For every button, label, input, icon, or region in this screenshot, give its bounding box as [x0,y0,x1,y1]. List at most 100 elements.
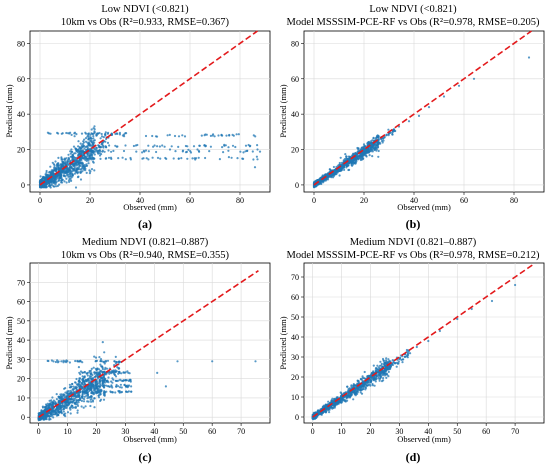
data-point [70,133,73,136]
data-point [258,150,262,153]
data-point [82,144,85,147]
data-point [45,169,48,173]
data-point [67,402,70,405]
data-point [86,152,89,155]
data-point [472,77,476,80]
data-point [54,160,57,163]
data-point [68,169,72,172]
data-point [221,146,224,149]
data-point [110,132,113,135]
data-point [110,384,113,387]
data-point [347,161,350,164]
data-point [127,390,130,393]
panel-caption: (b) [406,217,421,231]
data-point [49,186,52,189]
data-point [417,114,421,117]
data-point [49,165,52,168]
data-point [54,170,58,173]
data-point [123,371,126,374]
data-point [427,339,430,343]
panel-d: Medium NDVI (0.821–0.887) Model MSSSIM-P… [278,237,545,464]
points-layer [311,283,517,421]
data-point [101,341,104,344]
data-point [80,132,84,135]
data-point [381,141,384,144]
data-point [98,371,101,374]
data-point [63,170,66,173]
data-point [92,366,95,369]
data-point [72,145,76,148]
data-point [93,355,96,358]
data-point [427,106,431,109]
data-point [246,149,249,152]
data-point [155,150,158,154]
data-point [94,356,98,359]
data-point [55,408,58,411]
data-point [113,360,116,363]
panel-title-line1: Medium NDVI (0.821–0.887) [82,237,209,248]
data-point [82,140,85,143]
data-point [352,159,355,162]
data-point [86,388,89,391]
data-point [79,178,83,181]
data-point [45,181,48,184]
data-point [92,384,95,387]
data-point [237,133,240,136]
x-tick-label: 0 [38,196,42,205]
data-point [213,135,216,138]
data-point [514,283,517,287]
data-point [211,360,214,363]
data-point [90,400,93,403]
data-point [106,141,110,144]
data-point [335,165,338,168]
data-point [93,153,96,156]
data-point [81,397,84,400]
data-point [54,413,57,416]
data-point [77,154,80,157]
data-point [60,177,63,180]
data-point [57,179,61,182]
data-point [62,407,65,411]
data-point [352,152,355,155]
data-point [209,145,212,148]
data-point [51,413,54,417]
x-tick-label: 0 [37,427,41,436]
data-point [80,162,83,165]
data-point [382,379,385,382]
data-point [79,142,82,145]
data-point [91,391,94,394]
data-point [84,137,88,140]
ticks-layer: 0 20 40 60 80 0 20 40 60 80 [291,39,518,205]
data-point [64,162,67,165]
panel-c: Medium NDVI (0.821–0.887) 10km vs Obs (R… [4,237,271,464]
data-point [351,164,354,167]
data-point [81,166,84,169]
y-tick-label: 10 [291,393,299,402]
data-point [68,361,71,364]
data-point [122,149,126,153]
data-point [79,385,82,388]
data-point [66,169,69,172]
data-point [71,167,74,170]
data-point [78,396,81,400]
points-layer [38,125,262,189]
data-point [118,390,121,393]
data-point [379,376,382,379]
data-point [130,390,133,393]
data-point [397,360,400,363]
data-point [102,371,105,374]
data-point [95,146,98,149]
y-tick-label: 0 [295,181,299,190]
y-tick-label: 60 [17,75,25,84]
data-point [376,134,379,137]
data-point [65,177,68,180]
data-point [375,374,378,377]
data-point [141,151,144,154]
data-point [102,361,105,364]
data-point [346,158,349,161]
data-point [87,162,90,165]
data-point [80,399,83,402]
data-point [65,403,68,406]
points-layer [312,56,531,189]
data-point [341,166,344,169]
